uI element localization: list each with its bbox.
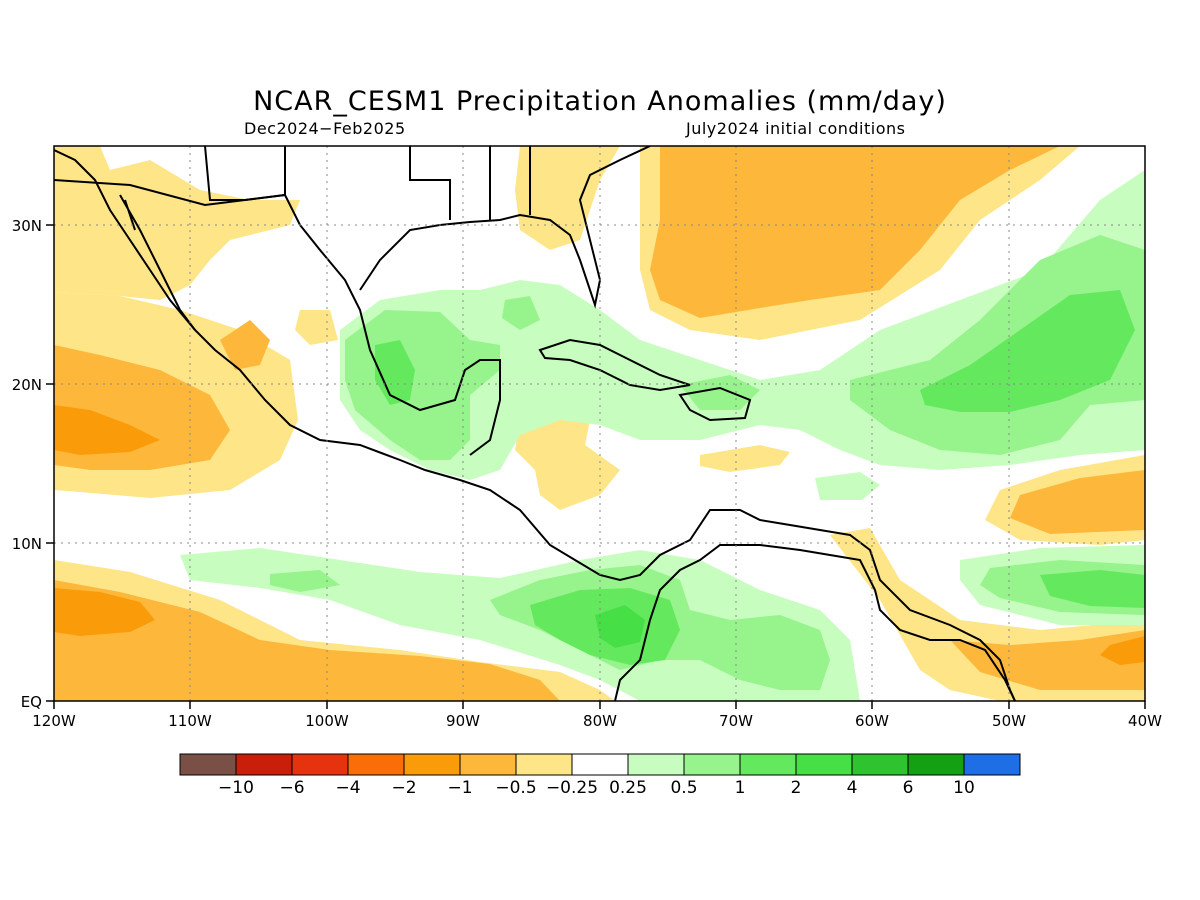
colorbar-swatch: [739, 753, 797, 776]
colorbar-swatch: [403, 753, 461, 776]
x-tick-label: 40W: [1128, 712, 1162, 730]
colorbar-swatch: [235, 753, 293, 776]
colorbar-label: −0.25: [546, 778, 598, 798]
wet-anomaly-medium: [270, 570, 340, 592]
colorbar-label: −1: [447, 778, 472, 798]
colorbar-label: 1: [735, 778, 746, 798]
x-tick-label: 70W: [719, 712, 753, 730]
colorbar-swatch: [851, 753, 909, 776]
colorbar-label: −2: [391, 778, 416, 798]
dry-anomaly-light: [515, 405, 620, 510]
grid: [54, 146, 1145, 701]
colorbar: −10 −6 −4 −2 −1 −0.5 −0.25 0.25 0.5 1 2 4 6 10: [179, 753, 1021, 798]
wet-anomaly-strong: [1040, 570, 1145, 608]
dry-anomaly-strong: [1100, 636, 1145, 665]
x-tick-label: 60W: [855, 712, 889, 730]
dry-anomaly-light: [54, 146, 300, 300]
x-tick-label: 120W: [32, 712, 76, 730]
map-title: NCAR_CESM1 Precipitation Anomalies (mm/d…: [253, 86, 947, 117]
colorbar-swatch: [347, 753, 405, 776]
initial-conditions: July2024 initial conditions: [686, 119, 906, 138]
colorbar-label: 0.5: [670, 778, 697, 798]
colorbar-label: 4: [847, 778, 858, 798]
dry-anomaly-medium: [650, 146, 1060, 318]
coastline-cuba: [538, 338, 691, 392]
wet-anomaly-medium: [502, 296, 540, 330]
forecast-period: Dec2024−Feb2025: [244, 119, 406, 138]
y-tick-label: 30N: [12, 217, 42, 235]
dry-anomaly-medium: [950, 630, 1145, 690]
x-tick-label: 50W: [992, 712, 1026, 730]
x-axis-labels: 120W 110W 100W 90W 80W 70W 60W 50W 40W: [32, 712, 1162, 730]
dry-anomaly-light: [700, 445, 790, 472]
colorbar-swatch: [627, 753, 685, 776]
colorbar-label: −6: [279, 778, 304, 798]
x-tick-label: 80W: [583, 712, 617, 730]
colorbar-label: 10: [953, 778, 975, 798]
colorbar-swatch: [795, 753, 853, 776]
colorbar-label: −4: [335, 778, 360, 798]
dry-anomaly-medium: [220, 320, 270, 370]
x-tick-label: 110W: [168, 712, 212, 730]
colorbar-swatch: [179, 753, 237, 776]
colorbar-label: −0.5: [495, 778, 536, 798]
colorbar-swatch: [571, 753, 629, 776]
dry-anomaly-light: [295, 310, 338, 345]
dry-anomaly-strong: [54, 588, 155, 636]
wet-anomaly-strong: [920, 290, 1135, 412]
dry-anomaly-light: [515, 146, 620, 250]
y-tick-label: 20N: [12, 376, 42, 394]
dry-anomaly-strong: [54, 405, 160, 455]
coastline-north-america: [54, 149, 1016, 701]
colorbar-label: 2: [791, 778, 802, 798]
colorbar-swatch: [963, 753, 1021, 776]
border-us-mexico: [54, 146, 531, 220]
y-tick-label: EQ: [21, 693, 42, 711]
colorbar-swatch: [291, 753, 349, 776]
coastline: [54, 146, 1016, 701]
anomaly-field: [54, 146, 1145, 701]
wet-anomaly-strong: [375, 340, 415, 405]
colorbar-label: 0.25: [609, 778, 647, 798]
dry-anomaly-medium: [54, 580, 560, 701]
wet-anomaly-light: [180, 548, 860, 701]
colorbar-swatch: [459, 753, 517, 776]
colorbar-swatch: [515, 753, 573, 776]
wet-anomaly-very-strong: [595, 605, 645, 648]
colorbar-label: −10: [218, 778, 254, 798]
x-tick-label: 90W: [446, 712, 480, 730]
coastline-baja: [119, 194, 196, 331]
y-axis-labels: EQ 10N 20N 30N: [12, 217, 42, 711]
axis-ticks: [46, 224, 1146, 709]
coastline-us-gulf: [359, 146, 651, 309]
wet-anomaly-light: [815, 472, 880, 500]
y-tick-label: 10N: [12, 535, 42, 553]
coastline-hispaniola: [678, 386, 752, 422]
colorbar-label: 6: [903, 778, 914, 798]
colorbar-swatch: [907, 753, 965, 776]
coastline-south-america: [614, 544, 1016, 701]
dry-anomaly-medium: [1010, 470, 1145, 534]
x-tick-label: 100W: [305, 712, 349, 730]
colorbar-swatch: [683, 753, 741, 776]
